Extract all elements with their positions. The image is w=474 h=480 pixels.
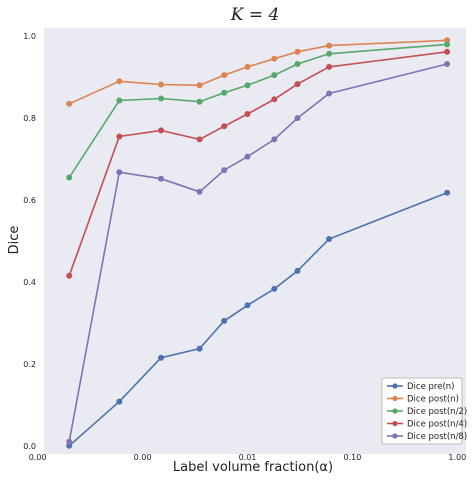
x-tick-label: 0.01 — [239, 453, 257, 462]
data-point — [116, 169, 123, 176]
y-axis-label: Dice — [7, 226, 22, 255]
legend-label: Dice post(n) — [407, 395, 459, 405]
x-ticks: 0.00 0.00 0.01 0.10 1.00 — [29, 453, 466, 462]
series-line — [68, 63, 448, 442]
data-point — [444, 48, 451, 55]
data-point — [196, 98, 203, 105]
series-3 — [66, 41, 451, 181]
legend-label: Dice post(n/2) — [407, 407, 467, 417]
legend-box — [381, 377, 463, 445]
series-layer — [66, 37, 451, 449]
y-tick-label: 1.0 — [23, 32, 36, 41]
series-line — [68, 191, 448, 447]
x-axis-label: Label volume fraction(α) — [173, 460, 333, 475]
data-point — [66, 442, 73, 449]
data-point — [294, 61, 301, 67]
x-tick-label: 0.00 — [134, 453, 152, 462]
y-tick-label: 0.8 — [23, 114, 36, 123]
data-point — [196, 345, 203, 352]
legend-marker — [392, 433, 398, 439]
y-ticks: 0.0 0.2 0.4 0.6 0.8 1.0 — [23, 32, 36, 451]
data-point — [221, 167, 228, 174]
legend-label: Dice post(n/8) — [407, 432, 467, 442]
y-tick-label: 0.2 — [23, 360, 36, 369]
legend: Dice pre(n) Dice post(n) Dice post(n/2) Dic… — [381, 377, 467, 445]
data-point — [271, 136, 278, 143]
legend-label: Dice post(n/4) — [407, 420, 467, 430]
data-point — [244, 153, 251, 160]
data-point — [116, 97, 123, 104]
y-tick-label: 0.6 — [23, 196, 36, 205]
legend-marker — [392, 383, 398, 389]
legend-marker — [392, 395, 398, 402]
data-point — [116, 133, 123, 140]
data-point — [158, 81, 164, 88]
data-point — [66, 438, 73, 445]
data-point — [444, 61, 451, 67]
data-point — [221, 89, 228, 96]
legend-marker — [392, 408, 398, 414]
x-tick-label: 1.00 — [448, 453, 466, 462]
series-line — [68, 51, 448, 277]
data-point — [271, 96, 278, 103]
data-point — [221, 123, 228, 130]
data-point — [66, 174, 73, 181]
data-point — [158, 175, 164, 182]
data-point — [294, 115, 301, 122]
data-point — [158, 354, 164, 361]
data-point — [66, 100, 73, 107]
data-point — [244, 63, 251, 70]
data-point — [444, 41, 451, 48]
data-point — [271, 285, 278, 292]
data-point — [244, 302, 251, 309]
data-point — [326, 50, 333, 57]
data-point — [271, 72, 278, 79]
data-point — [221, 72, 228, 79]
data-point — [116, 78, 123, 85]
data-point — [326, 90, 333, 97]
data-point — [116, 398, 123, 405]
legend-label: Dice pre(n) — [407, 382, 454, 392]
y-tick-label: 0.0 — [23, 442, 36, 451]
x-tick-label: 0.00 — [29, 453, 47, 462]
series-4 — [66, 48, 451, 279]
data-point — [158, 127, 164, 134]
data-point — [244, 111, 251, 117]
x-tick-label: 0.10 — [343, 453, 361, 462]
data-point — [66, 272, 73, 279]
data-point — [326, 236, 333, 242]
data-point — [444, 189, 451, 196]
data-point — [271, 55, 278, 62]
legend-marker — [392, 420, 398, 427]
data-point — [444, 37, 451, 44]
data-point — [294, 267, 301, 274]
chart-title: K = 4 — [230, 5, 280, 25]
series-line — [68, 43, 448, 178]
data-point — [294, 81, 301, 88]
data-point — [196, 136, 203, 143]
data-point — [244, 82, 251, 89]
series-1 — [66, 189, 451, 449]
series-5 — [66, 61, 451, 445]
series-line — [68, 39, 448, 105]
data-point — [221, 317, 228, 324]
data-point — [158, 95, 164, 102]
data-point — [326, 42, 333, 49]
data-point — [294, 48, 301, 55]
data-point — [196, 188, 203, 195]
series-2 — [66, 37, 451, 107]
data-point — [196, 82, 203, 89]
y-tick-label: 0.4 — [23, 278, 36, 287]
data-point — [326, 63, 333, 70]
